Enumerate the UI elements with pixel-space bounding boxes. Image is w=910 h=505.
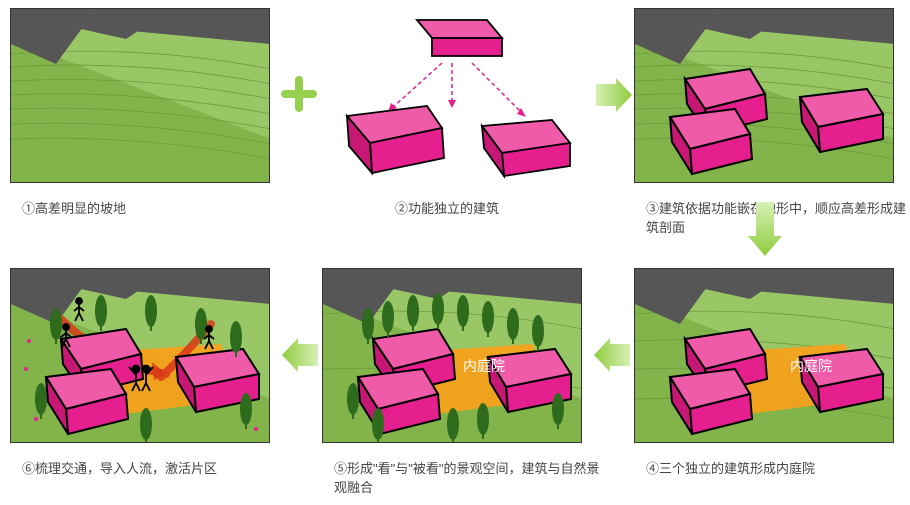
caption-2: ②功能独立的建筑 (395, 200, 665, 219)
panel-1 (10, 8, 270, 183)
panel-4-svg: 内庭院 (635, 269, 894, 443)
plus-icon (281, 76, 317, 117)
courtyard-label-4: 内庭院 (790, 358, 832, 374)
panel-2 (322, 8, 582, 183)
panel-1-svg (11, 9, 270, 183)
caption-4: ④三个独立的建筑形成内庭院 (646, 460, 910, 479)
panel-5: 内庭院 (322, 268, 582, 443)
arrow-left-icon-2 (280, 338, 320, 377)
panel-5-svg: 内庭院 (323, 269, 582, 443)
arrow-right-icon (594, 78, 634, 117)
arrow-down-icon (748, 200, 782, 263)
panel-4: 内庭院 (634, 268, 894, 443)
panel-6 (10, 268, 270, 443)
panel-3 (634, 8, 894, 183)
panel-2-svg (322, 8, 582, 183)
caption-1: ①高差明显的坡地 (22, 200, 292, 219)
panel-6-svg (11, 269, 270, 443)
caption-5: ⑤形成"看"与"被看"的景观空间，建筑与自然景观融合 (334, 460, 604, 498)
panel-3-svg (635, 9, 894, 183)
caption-6: ⑥梳理交通，导入人流，激活片区 (22, 460, 292, 479)
arrow-left-icon-1 (592, 338, 632, 377)
courtyard-label-5: 内庭院 (463, 358, 505, 374)
